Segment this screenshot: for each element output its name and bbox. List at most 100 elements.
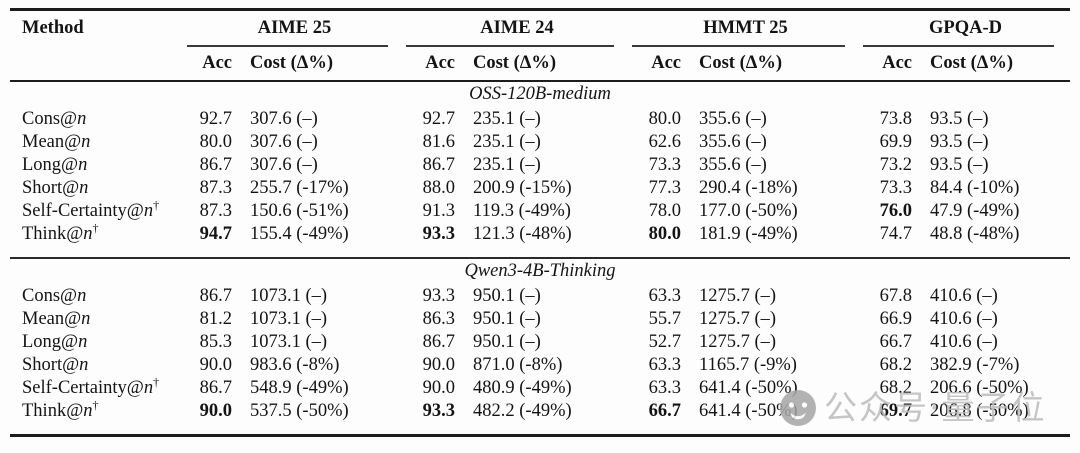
acc-cell: 86.7 [199,377,232,398]
acc-cell: 66.7 [879,331,913,352]
cost-cell: 382.9 (-7%) [930,354,1020,375]
acc-cell: 66.9 [879,308,913,329]
cost-cell: 93.5 (–) [930,108,989,129]
section-title-row: OSS-120B-medium [10,81,1070,108]
table-row: Think@n† 94.7 155.4 (-49%) 93.3 121.3 (-… [10,222,1070,258]
cost-cell: 410.6 (–) [930,331,998,352]
cost-cell: 307.6 (–) [250,108,318,129]
method-cell: Cons@n [10,108,185,131]
acc-cell: 87.3 [199,177,232,198]
acc-cell: 94.7 [199,223,232,244]
table-row: Think@n† 90.0 537.5 (-50%) 93.3 482.2 (-… [10,397,1070,436]
cost-cell: 121.3 (-48%) [473,223,572,244]
dagger-marker: † [153,197,160,212]
table-row: Long@n 85.3 1073.1 (–) 86.7 950.1 (–) 52… [10,331,1070,354]
table-row: Mean@n 80.0 307.6 (–) 81.6 235.1 (–) 62.… [10,131,1070,154]
dagger-marker: † [92,397,99,412]
cost-cell: 410.6 (–) [930,285,998,306]
method-n-variable: n [81,131,91,152]
method-cell: Self-Certainty@n† [10,376,185,400]
method-n-variable: n [78,331,88,352]
section-title: OSS-120B-medium [469,84,611,105]
acc-cell: 90.0 [422,354,455,375]
acc-cell: 73.3 [648,154,681,175]
acc-cell: 93.3 [422,223,455,244]
cost-cell: 1073.1 (–) [250,331,328,352]
acc-cell: 81.6 [422,131,455,152]
cost-cell: 93.5 (–) [930,154,989,175]
cost-cell: 177.0 (-50%) [699,200,798,221]
method-cell: Long@n [10,331,185,354]
acc-cell: 90.0 [422,377,455,398]
section-oss-120b-medium: OSS-120B-medium Cons@n 92.7 307.6 (–) 92… [10,81,1070,258]
section-title: Qwen3-4B-Thinking [10,257,1071,285]
method-n-variable: n [77,285,87,306]
method-label: Mean@ [22,308,82,329]
method-n-variable: n [83,400,93,421]
table-row: Mean@n 81.2 1073.1 (–) 86.3 950.1 (–) 55… [10,308,1070,331]
cost-cell: 983.6 (-8%) [250,354,340,375]
section-qwen3-4b-thinking: Qwen3-4B-Thinking Cons@n 86.7 1073.1 (–)… [10,257,1071,436]
acc-header: Acc [861,47,918,82]
acc-cell: 73.3 [879,177,913,198]
cost-cell: 307.6 (–) [250,154,318,175]
method-label: Think@ [22,223,84,244]
cost-cell: 641.4 (-50%) [699,377,798,398]
cost-cell: 950.1 (–) [473,285,541,306]
acc-cell: 67.8 [879,285,913,306]
cost-cell: 355.6 (–) [699,154,767,175]
cost-cell: 206.6 (-50%) [930,377,1029,398]
acc-cell: 90.0 [199,400,232,421]
method-label: Cons@ [22,108,78,129]
acc-cell: 55.7 [648,308,681,329]
cost-header: Cost (Δ%) [460,47,630,82]
subheader-spacer [10,47,185,82]
method-cell: Mean@n [10,131,185,154]
table-row: Cons@n 92.7 307.6 (–) 92.7 235.1 (–) 80.… [10,108,1070,131]
cost-cell: 290.4 (-18%) [699,177,798,198]
method-column-header: Method [22,18,84,39]
cost-cell: 641.4 (-50%) [699,400,798,421]
method-n-variable: n [77,108,87,129]
acc-cell: 74.7 [879,223,913,244]
acc-cell: 86.7 [199,154,232,175]
method-n-variable: n [143,377,154,398]
acc-cell: 86.7 [422,331,455,352]
method-cell: Think@n† [10,397,185,436]
method-cell: Short@n [10,354,185,377]
acc-header: Acc [630,47,686,82]
method-cell: Self-Certainty@n† [10,197,185,223]
cost-cell: 150.6 (-51%) [250,200,349,221]
cost-cell: 200.9 (-15%) [473,177,572,198]
cost-cell: 93.5 (–) [930,131,989,152]
cost-cell: 950.1 (–) [473,331,541,352]
acc-cell: 52.7 [648,331,681,352]
acc-cell: 69.9 [879,131,913,152]
table-row: Self-Certainty@n† 87.3 150.6 (-51%) 91.3… [10,197,1070,223]
acc-cell: 76.0 [879,200,913,221]
cost-cell: 235.1 (–) [473,154,541,175]
cost-cell: 871.0 (-8%) [473,354,563,375]
cost-cell: 410.6 (–) [930,308,998,329]
method-n-variable: n [143,200,154,221]
method-n-variable: n [79,354,89,375]
method-label: Short@ [22,177,80,198]
cost-cell: 181.9 (-49%) [699,223,798,244]
acc-cell: 86.7 [422,154,455,175]
acc-cell: 92.7 [199,108,232,129]
table-row: Long@n 86.7 307.6 (–) 86.7 235.1 (–) 73.… [10,154,1070,177]
acc-cell: 68.2 [879,354,913,375]
cost-header: Cost (Δ%) [686,47,862,82]
cost-cell: 255.7 (-17%) [250,177,349,198]
cost-cell: 1165.7 (-9%) [699,354,797,375]
method-label: Long@ [22,154,79,175]
method-n-variable: n [81,308,91,329]
method-label: Think@ [22,400,84,421]
cost-cell: 1275.7 (–) [699,308,777,329]
acc-cell: 80.0 [199,131,232,152]
cost-cell: 1073.1 (–) [250,308,328,329]
method-n-variable: n [83,223,93,244]
table-row: Self-Certainty@n† 86.7 548.9 (-49%) 90.0… [10,376,1070,400]
method-label: Mean@ [22,131,82,152]
cost-cell: 47.9 (-49%) [930,200,1020,221]
